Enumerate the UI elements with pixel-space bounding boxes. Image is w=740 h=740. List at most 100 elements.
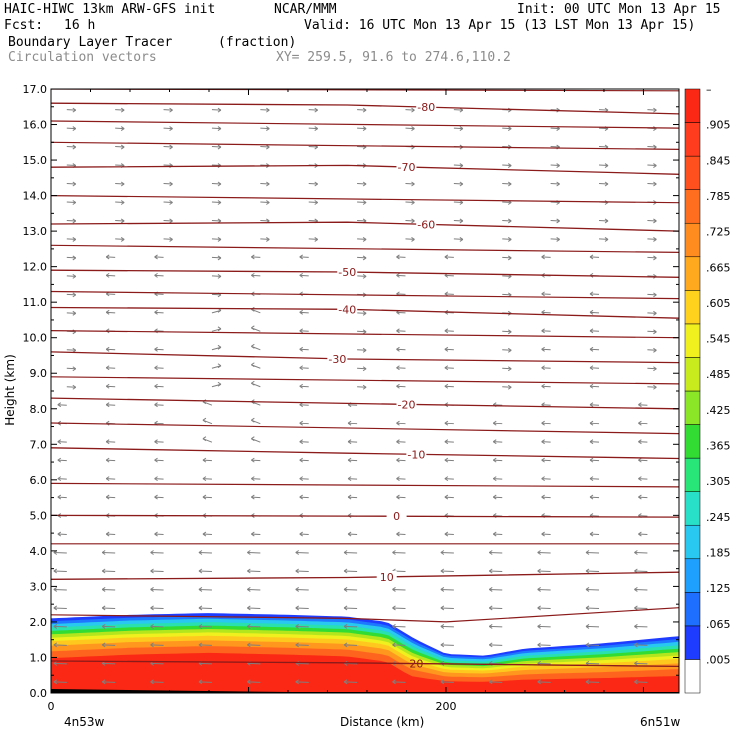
wind-vector-head — [440, 605, 445, 611]
colorbar-label: .425 — [706, 404, 731, 417]
wind-vector-head — [589, 328, 594, 334]
wind-vector — [634, 588, 648, 591]
wind-vector-head — [585, 587, 590, 592]
org-label: NCAR/MMM — [274, 2, 337, 17]
colorbar-swatch — [684, 122, 701, 157]
wind-vector — [444, 293, 454, 295]
wind-vector — [541, 256, 551, 258]
wind-vector-head — [653, 181, 657, 187]
wind-vector — [295, 552, 309, 554]
wind-vector — [444, 274, 454, 277]
wind-vector — [106, 385, 116, 388]
wind-vector-head — [411, 218, 415, 224]
wind-vector-head — [314, 237, 318, 242]
wind-vector-head — [444, 254, 449, 260]
wind-vector — [260, 238, 270, 240]
colorbar-label: .845 — [706, 154, 731, 167]
wind-vector — [102, 644, 116, 646]
wind-vector — [585, 662, 600, 665]
wind-vector-head — [105, 439, 110, 445]
wind-vector-head — [396, 365, 400, 371]
wind-vector-head — [169, 126, 173, 131]
wind-vector-head — [101, 679, 106, 685]
wind-vector — [541, 385, 551, 388]
wind-vector-head — [120, 126, 125, 131]
wind-vector-head — [150, 568, 154, 574]
wind-vector — [348, 441, 358, 443]
wind-vector-head — [120, 181, 125, 187]
wind-vector — [299, 274, 309, 277]
wind-vector-head — [251, 457, 255, 463]
wind-vector-head — [396, 439, 400, 445]
wind-vector — [396, 367, 406, 369]
isotherm-label-bg — [416, 101, 437, 113]
colorbar-swatch — [684, 323, 701, 358]
wind-vector — [299, 422, 309, 425]
wind-vector-head — [150, 623, 154, 629]
wind-vector — [444, 422, 454, 425]
wind-vector — [647, 183, 657, 185]
wind-vector — [489, 681, 503, 683]
wind-vector-head — [459, 237, 464, 242]
wind-vector — [440, 625, 454, 628]
wind-vector — [392, 625, 406, 628]
x-axis-label: Distance (km) — [340, 715, 424, 729]
wind-vector — [585, 681, 600, 683]
wind-vector — [150, 662, 164, 665]
wind-vector — [66, 219, 76, 222]
wind-vector — [154, 274, 164, 277]
wind-vector-head — [507, 237, 512, 242]
wind-vector — [211, 164, 221, 167]
wind-vector — [453, 109, 463, 111]
field-units: (fraction) — [218, 35, 297, 50]
wind-vector-head — [392, 623, 396, 629]
wind-vector-head — [154, 272, 158, 278]
wind-vector-head — [314, 107, 318, 113]
wind-vector-head — [120, 144, 125, 150]
wind-vector — [444, 367, 454, 369]
wind-vector — [489, 570, 503, 572]
wind-vector-head — [202, 417, 207, 423]
init-time: Init: 00 UTC Mon 13 Apr 15 — [517, 2, 721, 17]
wind-vector-head — [589, 383, 594, 389]
colorbar-swatch — [684, 222, 701, 258]
wind-vector — [202, 533, 212, 536]
wind-vector-head — [101, 550, 106, 555]
wind-vector-head — [53, 568, 58, 574]
wind-vector — [638, 422, 648, 425]
wind-vector — [444, 496, 454, 499]
wind-vector-head — [444, 476, 449, 482]
wind-vector-head — [72, 273, 77, 279]
isotherm-label: -50 — [338, 266, 356, 279]
wind-vector — [638, 496, 648, 499]
wind-vector — [211, 238, 221, 240]
wind-vector — [392, 681, 406, 683]
wind-vector-head — [343, 568, 348, 574]
wind-vector-head — [444, 365, 449, 371]
wind-vector-head — [72, 237, 77, 242]
wind-vector-head — [299, 383, 303, 389]
wind-vector-head — [251, 272, 255, 278]
wind-vector — [308, 146, 318, 148]
wind-vector — [295, 570, 309, 572]
wind-vector-head — [541, 439, 545, 445]
wind-vector-head — [396, 531, 400, 537]
wind-vector — [585, 552, 600, 554]
wind-vector — [502, 293, 512, 296]
wind-vector — [115, 127, 125, 130]
wind-vector-head — [537, 550, 541, 555]
wind-vector — [154, 404, 164, 406]
wind-vector-head — [589, 365, 594, 371]
wind-vector — [634, 552, 648, 554]
wind-vector-head — [57, 494, 62, 500]
wind-vector-head — [537, 568, 541, 574]
wind-vector-head — [295, 587, 299, 592]
y-tick-label: 6.0 — [30, 474, 48, 487]
isotherm-label: 0 — [393, 510, 400, 523]
wind-vector-head — [202, 494, 207, 500]
isotherm-line — [51, 447, 679, 460]
wind-vector-head — [492, 494, 497, 500]
wind-vector — [647, 164, 657, 167]
wind-vector — [106, 293, 116, 295]
wind-vector-head — [154, 494, 158, 500]
